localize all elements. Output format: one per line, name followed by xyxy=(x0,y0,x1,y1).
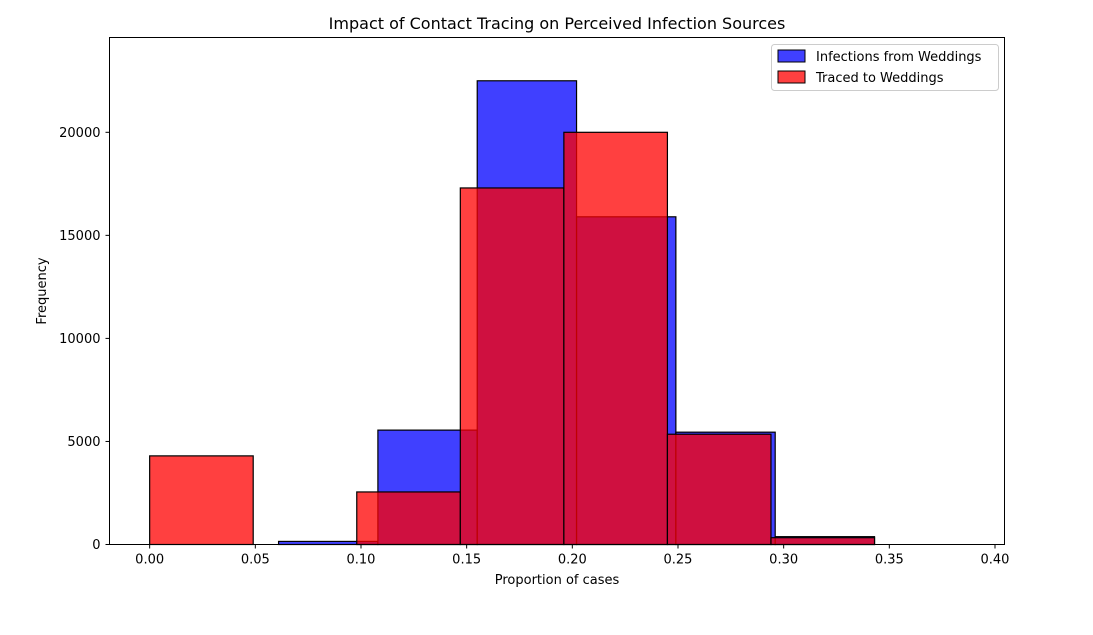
x-tick-label: 0.00 xyxy=(135,553,164,568)
bar xyxy=(770,537,876,546)
x-tick-label: 0.35 xyxy=(875,553,904,568)
chart-title: Impact of Contact Tracing on Perceived I… xyxy=(329,14,786,33)
x-axis-ticks: 0.00 0.05 0.10 0.15 0.20 0.25 0.30 0.35 0.40 xyxy=(135,544,1010,568)
plot-frame xyxy=(109,37,1005,545)
bar xyxy=(666,433,772,546)
bar xyxy=(563,131,669,546)
y-axis-label: Frequency xyxy=(35,257,50,324)
legend-label: Traced to Weddings xyxy=(815,71,944,86)
y-tick-label: 20000 xyxy=(59,126,100,141)
y-tick-label: 5000 xyxy=(67,435,100,450)
bar xyxy=(459,187,565,546)
legend-swatch xyxy=(777,49,806,63)
x-tick-label: 0.15 xyxy=(452,553,481,568)
histogram-bars xyxy=(149,80,876,546)
x-tick-label: 0.30 xyxy=(769,553,798,568)
bar xyxy=(356,491,461,546)
x-tick-label: 0.10 xyxy=(347,553,376,568)
y-tick-label: 15000 xyxy=(59,229,100,244)
y-axis-ticks: 0 5000 10000 15000 20000 xyxy=(59,126,110,553)
legend-swatch xyxy=(777,70,806,84)
x-tick-label: 0.40 xyxy=(981,553,1010,568)
x-tick-label: 0.25 xyxy=(664,553,693,568)
legend-label: Infections from Weddings xyxy=(816,50,982,65)
x-axis-label: Proportion of cases xyxy=(495,573,620,588)
y-tick-label: 10000 xyxy=(59,332,100,347)
bar xyxy=(149,455,254,546)
x-tick-label: 0.20 xyxy=(558,553,587,568)
legend: Infections from Weddings Traced to Weddin… xyxy=(771,44,999,91)
x-tick-label: 0.05 xyxy=(241,553,270,568)
y-tick-label: 0 xyxy=(92,538,100,553)
legend-frame xyxy=(771,44,999,91)
